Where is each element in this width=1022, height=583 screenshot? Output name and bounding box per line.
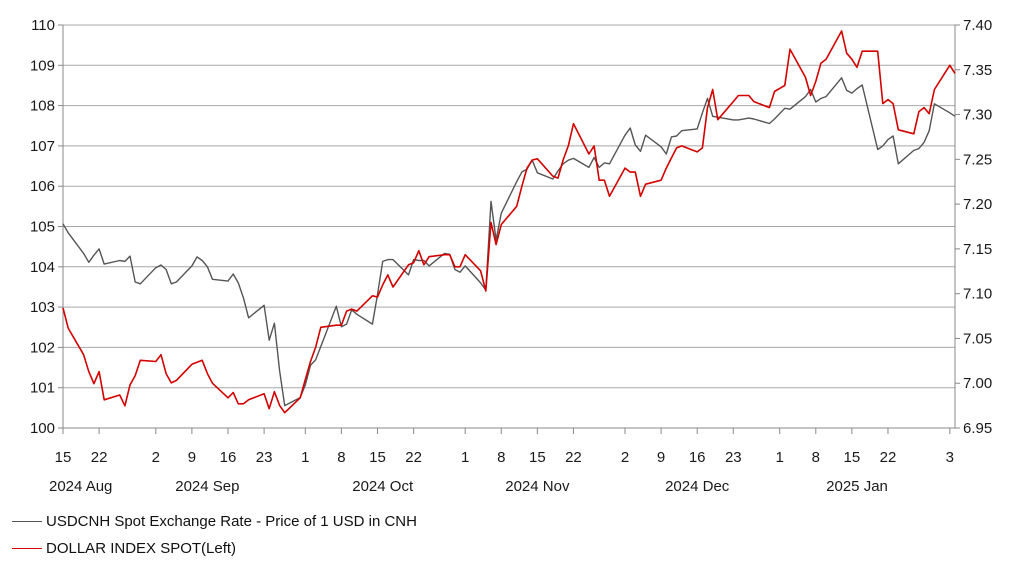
x-axis-day-label: 1 xyxy=(301,449,309,466)
x-axis-day-label: 8 xyxy=(337,449,345,466)
right-axis-tick-label: 7.40 xyxy=(963,17,992,34)
x-axis-day-label: 1 xyxy=(776,449,784,466)
left-axis-tick-label: 104 xyxy=(30,259,55,276)
legend: USDCNH Spot Exchange Rate - Price of 1 U… xyxy=(12,508,417,562)
left-axis-tick-label: 109 xyxy=(30,57,55,74)
left-axis-tick-label: 100 xyxy=(30,420,55,437)
series-lines xyxy=(62,30,956,414)
right-axis-tick-label: 7.15 xyxy=(963,241,992,258)
x-axis-day-label: 16 xyxy=(689,449,706,466)
left-axis-tick-label: 102 xyxy=(30,339,55,356)
x-axis-day-label: 16 xyxy=(220,449,237,466)
legend-item-usdcnh: USDCNH Spot Exchange Rate - Price of 1 U… xyxy=(12,508,417,535)
x-axis-day-label: 9 xyxy=(657,449,665,466)
left-axis-tick-label: 105 xyxy=(30,219,55,236)
x-axis-month-label: 2025 Jan xyxy=(826,478,888,495)
x-axis-day-label: 3 xyxy=(946,449,954,466)
x-axis-month-label: 2024 Sep xyxy=(175,478,239,495)
left-axis-tick-label: 108 xyxy=(30,98,55,115)
x-axis-day-label: 23 xyxy=(725,449,742,466)
legend-swatch-usdcnh xyxy=(12,521,42,522)
x-axis-month-label: 2024 Oct xyxy=(352,478,414,495)
x-axis-day-label: 22 xyxy=(91,449,108,466)
right-axis-tick-label: 6.95 xyxy=(963,420,992,437)
right-axis-tick-label: 7.05 xyxy=(963,330,992,347)
legend-label-dxy: DOLLAR INDEX SPOT(Left) xyxy=(46,540,237,557)
right-axis-tick-label: 7.35 xyxy=(963,62,992,79)
dollar-index-series-line xyxy=(62,30,956,414)
x-axis-day-label: 15 xyxy=(55,449,72,466)
x-axis-day-label: 15 xyxy=(529,449,546,466)
x-axis-day-label: 2 xyxy=(621,449,629,466)
x-axis-day-label: 8 xyxy=(497,449,505,466)
x-axis-month-label: 2024 Aug xyxy=(49,478,112,495)
legend-label-usdcnh: USDCNH Spot Exchange Rate - Price of 1 U… xyxy=(46,513,417,530)
left-axis-tick-label: 103 xyxy=(30,299,55,316)
right-axis-tick-label: 7.20 xyxy=(963,196,992,213)
x-axis-day-label: 22 xyxy=(565,449,582,466)
x-axis-day-label: 22 xyxy=(405,449,422,466)
x-axis-day-label: 1 xyxy=(461,449,469,466)
x-axis-day-label: 23 xyxy=(256,449,273,466)
right-axis-tick-label: 7.25 xyxy=(963,151,992,168)
legend-item-dxy: DOLLAR INDEX SPOT(Left) xyxy=(12,535,417,562)
x-axis-day-label: 15 xyxy=(844,449,861,466)
x-axis-day-label: 8 xyxy=(812,449,820,466)
x-axis-month-label: 2024 Nov xyxy=(505,478,570,495)
left-axis-tick-label: 110 xyxy=(31,17,55,34)
left-axis-tick-label: 107 xyxy=(30,138,55,155)
right-axis-tick-label: 7.30 xyxy=(963,107,992,124)
x-axis-day-label: 22 xyxy=(880,449,897,466)
right-axis-tick-label: 7.00 xyxy=(963,375,992,392)
dual-axis-line-chart: 100 101 102 103 104 105 106 107 108 109 110 6.95 7.0… xyxy=(30,17,992,495)
x-axis-day-label: 15 xyxy=(369,449,386,466)
left-axis-tick-label: 101 xyxy=(30,380,55,397)
x-axis-month-label: 2024 Dec xyxy=(665,478,730,495)
left-axis-tick-label: 106 xyxy=(30,178,55,195)
axes xyxy=(58,24,960,434)
x-axis-day-label: 2 xyxy=(152,449,160,466)
x-axis-day-label: 9 xyxy=(188,449,196,466)
right-axis-tick-label: 7.10 xyxy=(963,286,992,303)
gridlines xyxy=(63,24,955,429)
usdcnh-series-line xyxy=(62,77,956,407)
legend-swatch-dxy xyxy=(12,548,42,549)
tick-labels: 100 101 102 103 104 105 106 107 108 109 110 6.95 7.0… xyxy=(30,17,992,495)
